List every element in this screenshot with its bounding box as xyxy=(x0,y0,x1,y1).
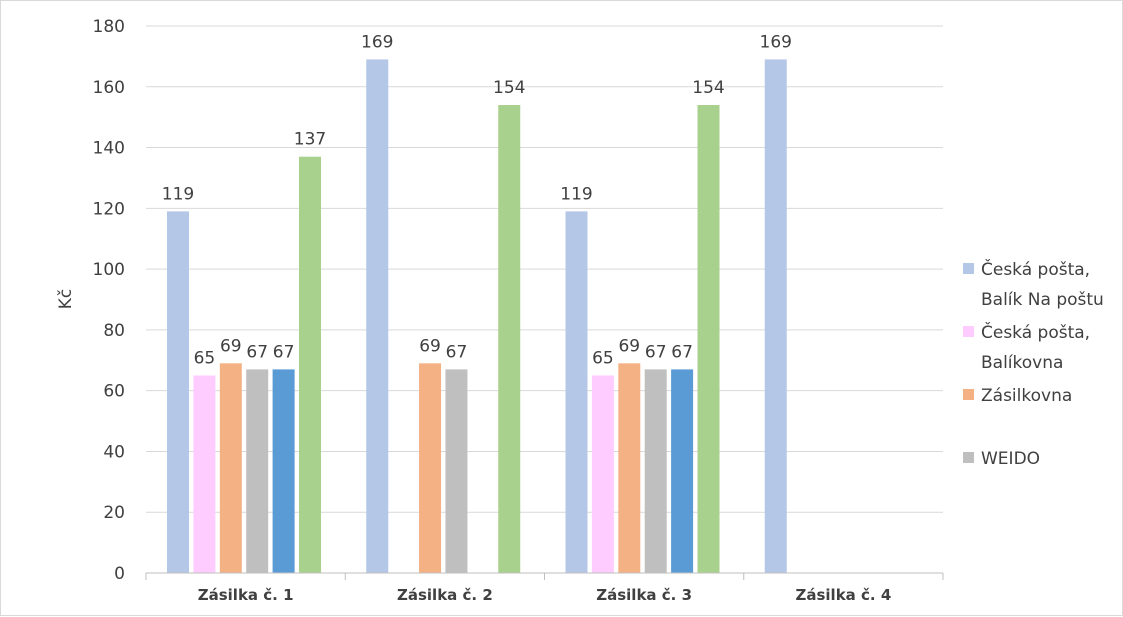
bar xyxy=(246,369,269,573)
data-label: 67 xyxy=(273,342,295,362)
data-label: 65 xyxy=(194,348,216,368)
y-tick-label: 0 xyxy=(114,564,125,584)
data-label: 169 xyxy=(361,32,393,52)
x-tick-label: Zásilka č. 1 xyxy=(198,586,294,604)
bar xyxy=(671,369,694,573)
legend-label: WEIDO xyxy=(981,449,1040,469)
bar xyxy=(618,363,641,573)
data-label: 137 xyxy=(294,130,326,150)
x-tick-label: Zásilka č. 2 xyxy=(397,586,493,604)
legend-swatch xyxy=(963,263,974,274)
y-tick-label: 80 xyxy=(103,321,125,341)
bar xyxy=(764,59,787,573)
bar xyxy=(366,59,389,573)
data-label: 154 xyxy=(493,78,525,98)
y-tick-label: 140 xyxy=(93,139,125,159)
x-tick-label: Zásilka č. 4 xyxy=(795,586,891,604)
y-axis-title: Kč xyxy=(56,289,76,310)
y-tick-label: 120 xyxy=(93,199,125,219)
bar xyxy=(644,369,667,573)
bar xyxy=(498,105,521,573)
legend-label: Balíkovna xyxy=(981,353,1063,373)
data-label: 65 xyxy=(592,348,614,368)
data-label: 154 xyxy=(692,78,724,98)
data-label: 67 xyxy=(446,342,468,362)
data-label: 69 xyxy=(419,336,441,356)
y-tick-label: 100 xyxy=(93,260,125,280)
bar xyxy=(419,363,442,573)
y-tick-label: 40 xyxy=(103,442,125,462)
legend-label: Česká pošta, xyxy=(981,321,1090,343)
bars xyxy=(167,59,787,573)
legend-item: Česká pošta, Balík Na poštu xyxy=(963,258,1104,310)
bar xyxy=(591,375,614,573)
legend-item: Zásilkovna xyxy=(963,386,1072,406)
bar xyxy=(565,211,588,573)
data-label: 67 xyxy=(246,342,268,362)
y-tick-label: 180 xyxy=(93,17,125,37)
legend-swatch xyxy=(963,389,974,400)
data-label: 69 xyxy=(220,336,242,356)
y-tick-label: 160 xyxy=(93,78,125,98)
bar xyxy=(193,375,216,573)
bar xyxy=(445,369,468,573)
data-label: 119 xyxy=(560,184,592,204)
bar xyxy=(697,105,720,573)
axes: 0 20 40 60 80 100 120 140 160 180 Zásilka č. 1 Zási… xyxy=(93,17,944,604)
legend: Česká pošta, Balík Na poštu Česká pošta, Ba… xyxy=(963,258,1104,469)
data-label: 119 xyxy=(162,184,194,204)
y-tick-label: 20 xyxy=(103,503,125,523)
x-tick-label: Zásilka č. 3 xyxy=(596,586,692,604)
bar xyxy=(219,363,242,573)
bar xyxy=(272,369,295,573)
bar xyxy=(167,211,189,573)
legend-label: Česká pošta, xyxy=(981,258,1090,280)
legend-swatch xyxy=(963,452,974,463)
y-tick-label: 60 xyxy=(103,382,125,402)
data-label: 67 xyxy=(645,342,667,362)
data-label: 69 xyxy=(618,336,640,356)
legend-item: WEIDO xyxy=(963,449,1040,469)
legend-item: Česká pošta, Balíkovna xyxy=(963,321,1090,373)
bar xyxy=(299,156,321,573)
data-label: 67 xyxy=(671,342,693,362)
legend-swatch xyxy=(963,326,974,337)
legend-label: Balík Na poštu xyxy=(981,290,1104,310)
data-label: 169 xyxy=(760,32,792,52)
legend-label: Zásilkovna xyxy=(981,386,1072,406)
